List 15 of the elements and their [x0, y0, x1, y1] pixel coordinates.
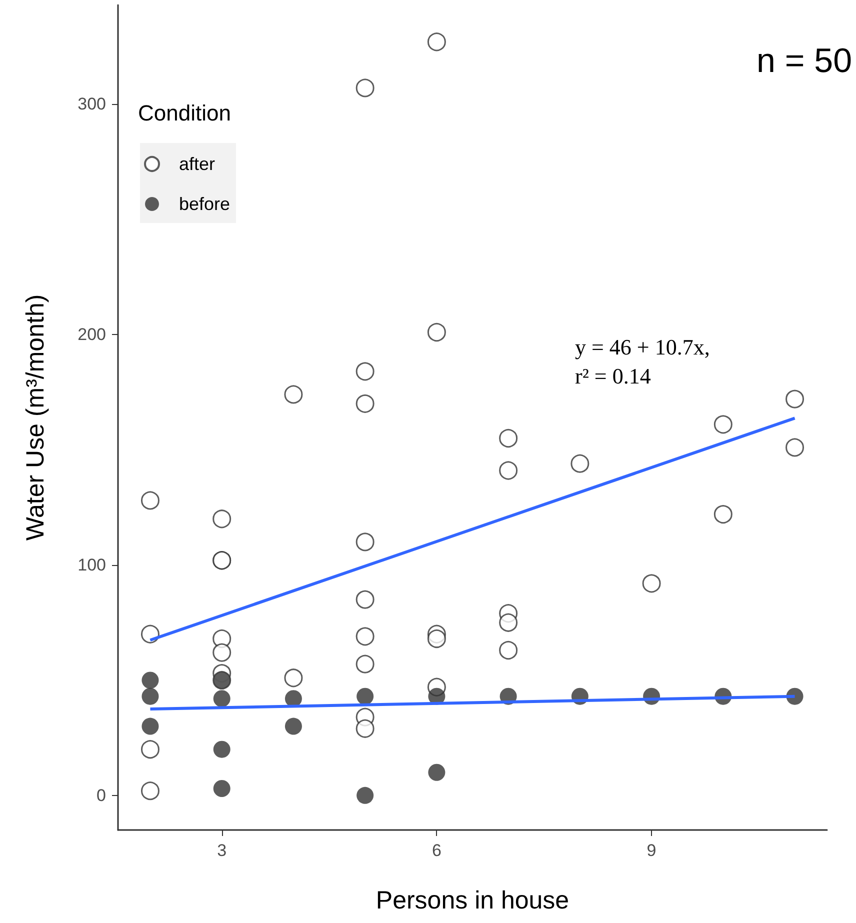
legend-label: before: [179, 194, 230, 214]
y-tick-label: 100: [78, 555, 106, 574]
x-tick-label: 3: [217, 841, 227, 860]
annotation: y = 46 + 10.7x,: [575, 334, 710, 360]
x-tick-label: 6: [432, 841, 442, 860]
x-axis-title: Persons in house: [376, 886, 570, 914]
y-tick-label: 300: [78, 94, 106, 114]
x-tick-label: 9: [646, 841, 656, 860]
annotation: n = 50: [756, 42, 852, 80]
annotation: r² = 0.14: [575, 364, 651, 388]
y-axis-title: Water Use (m³/month): [22, 294, 50, 541]
y-tick-label: 200: [78, 325, 106, 344]
legend-title: Condition: [138, 100, 231, 126]
y-tick-label: 0: [96, 786, 106, 805]
legend-label: after: [179, 154, 216, 174]
